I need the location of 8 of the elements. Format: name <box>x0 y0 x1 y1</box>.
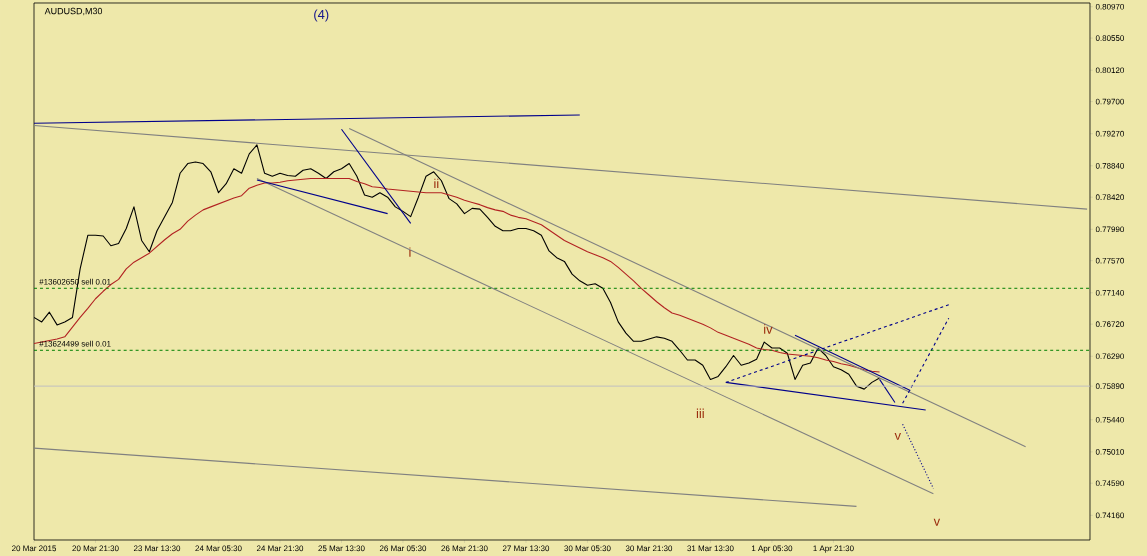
annotation: (4) <box>314 9 329 22</box>
annotation: v <box>933 518 941 526</box>
annotation: i <box>409 247 411 257</box>
chart-title: AUDUSD,M30 <box>44 7 103 16</box>
annotation: v <box>894 432 901 440</box>
annotation: ii <box>434 178 439 189</box>
annotation: iii <box>696 408 704 418</box>
annotation: iv <box>764 324 773 334</box>
